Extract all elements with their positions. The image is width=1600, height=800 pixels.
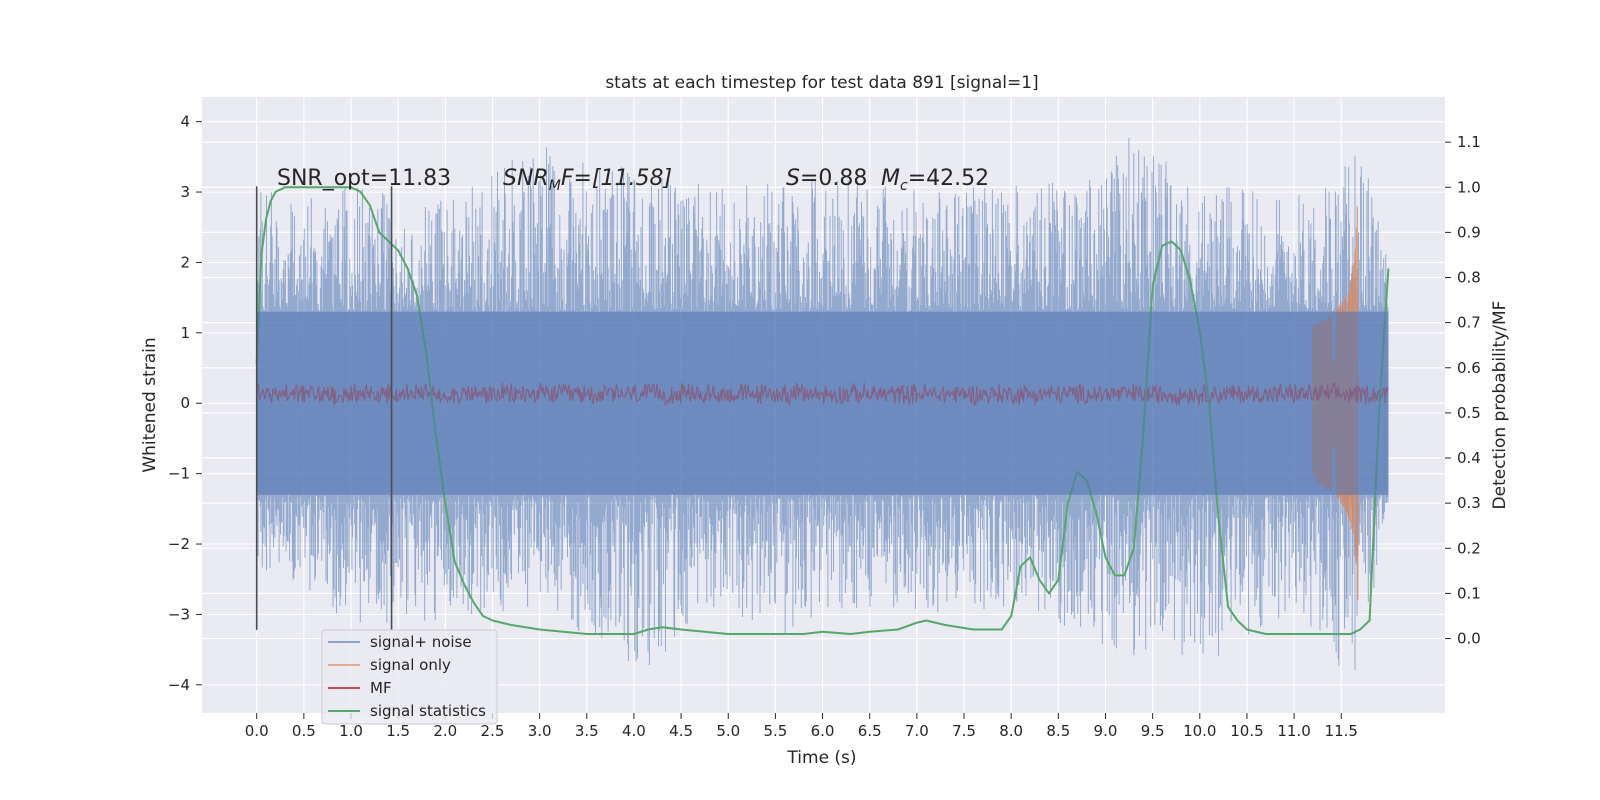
x-tick-label: 5.0 <box>716 722 740 740</box>
x-tick-label: 0.5 <box>292 722 316 740</box>
y2-tick-label: 0.4 <box>1457 449 1481 467</box>
annotation-s: S=0.88 <box>786 166 867 191</box>
x-tick-label: 2.0 <box>433 722 457 740</box>
x-tick-label: 2.5 <box>481 722 505 740</box>
y-tick-label: 3 <box>180 183 190 201</box>
x-tick-label: 9.0 <box>1094 722 1118 740</box>
x-tick-label: 8.5 <box>1046 722 1070 740</box>
x-tick-label: 4.0 <box>622 722 646 740</box>
y-tick-label: 4 <box>180 113 190 131</box>
y-tick-label: 2 <box>180 253 190 271</box>
x-tick-label: 0.0 <box>245 722 269 740</box>
y2-axis-label: Detection probability/MF <box>1490 301 1510 510</box>
x-tick-label: 6.5 <box>858 722 882 740</box>
annotation-mc: Mc=42.52 <box>881 166 989 194</box>
y-tick-label: −2 <box>168 535 190 553</box>
x-tick-label: 11.0 <box>1277 722 1310 740</box>
y2-tick-label: 0.3 <box>1457 494 1481 512</box>
x-tick-label: 10.5 <box>1230 722 1263 740</box>
y-tick-label: −3 <box>168 605 190 623</box>
x-tick-label: 3.5 <box>575 722 599 740</box>
annotation-s-value: =0.88 <box>800 166 867 191</box>
y2-tick-label: 0.5 <box>1457 404 1481 422</box>
annotation-snr-mf: SNRMF=[11.58] <box>503 166 672 194</box>
legend-box <box>321 629 498 725</box>
y2-tick-label: 0.6 <box>1457 359 1481 377</box>
x-tick-label: 10.0 <box>1183 722 1216 740</box>
x-tick-label: 9.5 <box>1141 722 1165 740</box>
y2-tick-label: 0.2 <box>1457 539 1481 557</box>
annotation-s-symbol: S <box>786 166 800 191</box>
axis-ticks: 0.0 0.5 1.0 1.5 2.0 2.5 3.0 3.5 4.0 4.5 5.0 5.5 6.0 6… <box>168 113 1481 740</box>
x-tick-label: 1.0 <box>339 722 363 740</box>
annotation-snr-mf-subscript: M <box>549 178 561 194</box>
y2-tick-label: 0.0 <box>1457 630 1481 648</box>
y-tick-label: −1 <box>168 465 190 483</box>
x-axis-label: Time (s) <box>786 748 856 768</box>
vertical-markers <box>255 186 393 630</box>
x-tick-label: 1.5 <box>386 722 410 740</box>
y2-tick-label: 0.7 <box>1457 314 1481 332</box>
y-tick-label: −4 <box>168 676 190 694</box>
y2-tick-label: 0.1 <box>1457 584 1481 602</box>
legend: signal+ noise signal only MF signal stat… <box>321 629 498 725</box>
legend-label-signal-only: signal only <box>370 656 451 674</box>
annotation-mc-symbol: M <box>881 166 900 191</box>
series-layer <box>255 137 1390 671</box>
chart-title: stats at each timestep for test data 891… <box>605 73 1038 93</box>
annotation-mc-subscript: c <box>900 178 908 194</box>
x-tick-label: 7.0 <box>905 722 929 740</box>
annotation-snr-mf-f: F=[11.58] <box>561 166 672 191</box>
x-tick-label: 11.5 <box>1325 722 1358 740</box>
x-tick-label: 7.5 <box>952 722 976 740</box>
annotation-mc-value: =42.52 <box>908 166 989 191</box>
y2-tick-label: 1.0 <box>1457 178 1481 196</box>
y-tick-label: 1 <box>180 324 190 342</box>
annotation-snr-mf-symbol: SNR <box>503 166 549 191</box>
y-tick-label: 0 <box>180 394 190 412</box>
y2-tick-label: 0.9 <box>1457 223 1481 241</box>
legend-label-signal-noise: signal+ noise <box>370 633 472 651</box>
legend-label-mf: MF <box>370 679 392 697</box>
x-tick-label: 6.0 <box>811 722 835 740</box>
x-tick-label: 8.0 <box>999 722 1023 740</box>
y-axis-label: Whitened strain <box>140 337 160 472</box>
x-tick-label: 5.5 <box>763 722 787 740</box>
x-tick-label: 3.0 <box>528 722 552 740</box>
legend-label-signal-statistics: signal statistics <box>370 702 486 720</box>
y2-tick-label: 0.8 <box>1457 269 1481 287</box>
x-tick-label: 4.5 <box>669 722 693 740</box>
annotation-snr-opt: SNR_opt=11.83 <box>277 166 451 191</box>
y2-tick-label: 1.1 <box>1457 133 1481 151</box>
